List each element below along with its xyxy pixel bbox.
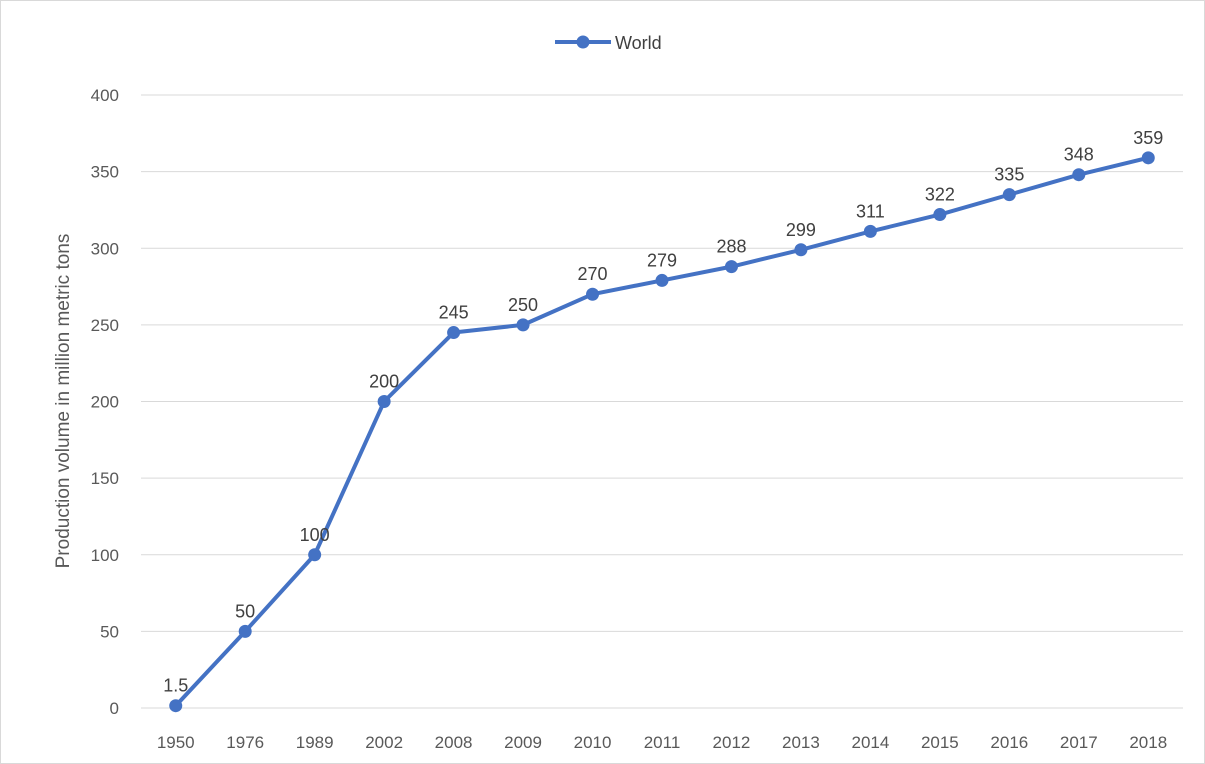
x-tick-label: 1976 bbox=[226, 733, 264, 752]
x-tick-label: 2013 bbox=[782, 733, 820, 752]
series-line bbox=[173, 155, 1151, 708]
y-axis-ticks: 0 50 100 150 200 250 300 350 400 bbox=[91, 86, 119, 718]
x-tick-label: 1989 bbox=[296, 733, 334, 752]
data-label: 250 bbox=[508, 295, 538, 315]
data-label: 279 bbox=[647, 250, 677, 270]
y-tick-label: 300 bbox=[91, 239, 119, 258]
data-label: 270 bbox=[578, 264, 608, 284]
x-axis-ticks: 1950 1976 1989 2002 2008 2009 2010 2011 2012 2013… bbox=[157, 733, 1167, 752]
data-point bbox=[1141, 151, 1155, 165]
data-label: 1.5 bbox=[163, 676, 188, 696]
y-tick-label: 50 bbox=[100, 622, 119, 641]
x-tick-label: 2010 bbox=[574, 733, 612, 752]
data-label: 288 bbox=[716, 237, 746, 257]
data-point bbox=[863, 224, 877, 238]
x-tick-label: 2016 bbox=[990, 733, 1028, 752]
x-tick-label: 2002 bbox=[365, 733, 403, 752]
data-point bbox=[377, 395, 391, 408]
series-world bbox=[169, 151, 1155, 713]
data-point bbox=[586, 287, 600, 301]
data-point bbox=[724, 260, 738, 274]
x-tick-label: 2009 bbox=[504, 733, 542, 752]
legend: World bbox=[555, 33, 662, 53]
data-label: 200 bbox=[369, 372, 399, 392]
y-tick-label: 0 bbox=[110, 699, 119, 718]
data-point bbox=[1072, 168, 1086, 182]
x-tick-label: 2018 bbox=[1129, 733, 1167, 752]
y-tick-label: 250 bbox=[91, 316, 119, 335]
data-label: 348 bbox=[1064, 145, 1094, 165]
data-label: 299 bbox=[786, 220, 816, 240]
legend-point-marker bbox=[576, 35, 590, 49]
data-label: 335 bbox=[994, 165, 1024, 185]
data-label: 322 bbox=[925, 185, 955, 205]
data-point bbox=[655, 273, 669, 287]
data-label: 100 bbox=[300, 525, 330, 545]
x-tick-label: 2017 bbox=[1060, 733, 1098, 752]
data-point bbox=[238, 624, 252, 638]
y-tick-label: 100 bbox=[91, 546, 119, 565]
data-point bbox=[933, 208, 947, 222]
data-point bbox=[1002, 188, 1016, 202]
x-tick-label: 1950 bbox=[157, 733, 195, 752]
data-label: 50 bbox=[235, 601, 255, 621]
legend-label-world: World bbox=[615, 33, 662, 53]
x-tick-label: 2012 bbox=[713, 733, 751, 752]
y-tick-label: 150 bbox=[91, 469, 119, 488]
data-point bbox=[308, 548, 322, 562]
data-point bbox=[447, 326, 461, 340]
data-point bbox=[794, 243, 808, 257]
y-tick-label: 350 bbox=[91, 163, 119, 182]
data-label: 359 bbox=[1133, 128, 1163, 148]
data-point bbox=[169, 699, 183, 713]
x-tick-label: 2011 bbox=[644, 733, 681, 752]
y-axis-title: Production volume in million metric tons bbox=[53, 234, 74, 569]
data-point bbox=[516, 318, 530, 332]
data-label: 311 bbox=[856, 201, 885, 221]
x-tick-label: 2015 bbox=[921, 733, 959, 752]
data-labels: 1.5 50 100 200 245 250 270 279 288 299 311 322 335 34… bbox=[163, 128, 1163, 696]
y-tick-label: 400 bbox=[91, 86, 119, 105]
y-tick-label: 200 bbox=[91, 393, 119, 412]
x-tick-label: 2008 bbox=[435, 733, 473, 752]
x-tick-label: 2014 bbox=[851, 733, 889, 752]
data-label: 245 bbox=[439, 303, 469, 323]
gridlines bbox=[141, 94, 1183, 709]
